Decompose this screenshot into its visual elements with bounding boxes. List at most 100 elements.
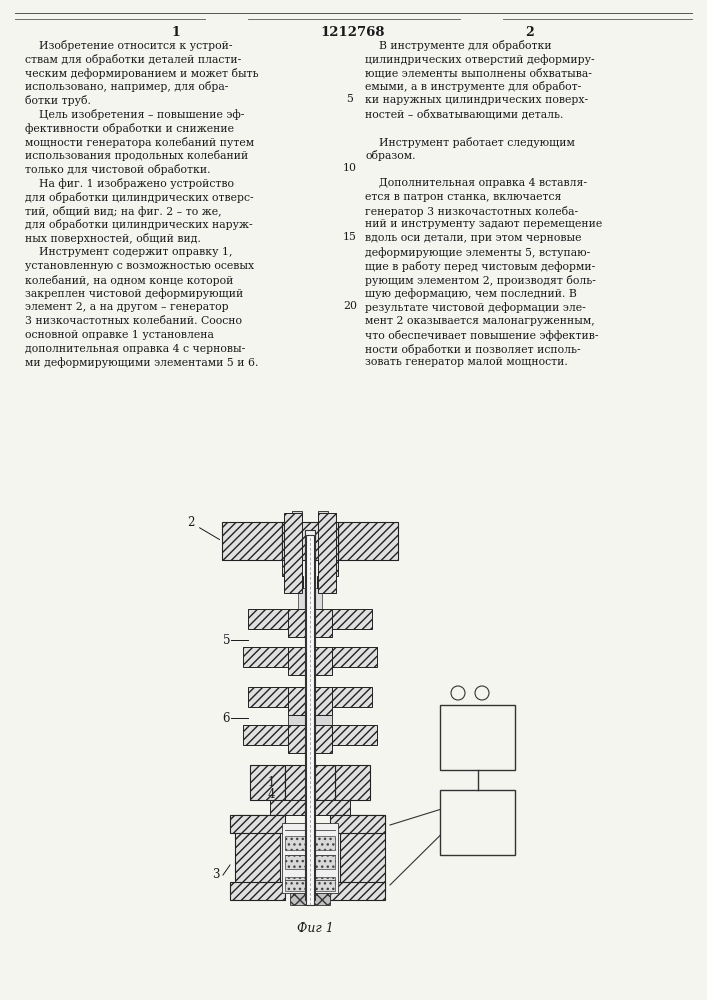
Text: что обеспечивает повышение эффектив-: что обеспечивает повышение эффектив- [365,330,599,341]
Text: Инструмент работает следующим: Инструмент работает следующим [365,137,575,148]
Bar [306,535,314,905]
Bar [290,893,330,905]
Bar [440,705,515,770]
Text: вдоль оси детали, при этом черновые: вдоль оси детали, при этом черновые [365,233,581,243]
Text: образом.: образом. [365,150,416,161]
Text: результате чистовой деформации эле-: результате чистовой деформации эле- [365,302,586,313]
Text: ющие элементы выполнены обхватыва-: ющие элементы выполнены обхватыва- [365,68,592,78]
Text: ности обработки и позволяет исполь-: ности обработки и позволяет исполь- [365,344,580,355]
Text: ствам для обработки деталей пласти-: ствам для обработки деталей пласти- [25,54,241,65]
Bar [288,715,332,725]
Text: для обработки цилиндрических наруж-: для обработки цилиндрических наруж- [25,219,252,230]
Text: деформирующие элементы 5, вступаю-: деформирующие элементы 5, вступаю- [365,247,590,258]
Bar [270,800,350,815]
Text: использовано, например, для обра-: использовано, например, для обра- [25,81,228,92]
Text: рующим элементом 2, производят боль-: рующим элементом 2, производят боль- [365,275,596,286]
Text: На фиг. 1 изображено устройство: На фиг. 1 изображено устройство [25,178,234,189]
Bar [330,882,385,900]
Text: зовать генератор малой мощности.: зовать генератор малой мощности. [365,357,568,367]
Text: щие в работу перед чистовым деформи-: щие в работу перед чистовым деформи- [365,261,595,272]
Text: Цель изобретения – повышение эф-: Цель изобретения – повышение эф- [25,109,245,120]
Bar [235,815,280,890]
Text: ностей – обхватывающими деталь.: ностей – обхватывающими деталь. [365,109,563,120]
Text: 2: 2 [525,26,534,39]
Bar [243,647,288,667]
Text: В инструменте для обработки: В инструменте для обработки [365,40,551,51]
Text: мент 2 оказывается малонагруженным,: мент 2 оказывается малонагруженным, [365,316,595,326]
Bar [318,560,338,576]
Text: 15: 15 [343,232,357,242]
Text: 4: 4 [267,788,275,802]
Bar [317,576,331,588]
Bar [230,815,285,833]
Bar [285,765,335,800]
Bar [222,522,282,560]
Bar [289,576,303,588]
Bar [332,725,377,745]
Bar [330,815,385,833]
Text: для обработки цилиндрических отверс-: для обработки цилиндрических отверс- [25,192,254,203]
Bar [318,511,328,588]
Text: Фиг 1: Фиг 1 [297,922,334,935]
Text: колебаний, на одном конце которой: колебаний, на одном конце которой [25,275,233,286]
Text: закреплен чистовой деформирующий: закреплен чистовой деформирующий [25,288,243,299]
Bar [335,765,370,800]
Bar [298,588,322,609]
Text: 6: 6 [223,712,230,724]
Text: элемент 2, а на другом – генератор: элемент 2, а на другом – генератор [25,302,228,312]
Bar [338,522,398,560]
Bar [243,725,288,745]
Text: ний и инструменту задают перемещение: ний и инструменту задают перемещение [365,219,602,229]
Bar [332,647,377,667]
Text: ческим деформированием и может быть: ческим деформированием и может быть [25,68,259,79]
Bar [288,687,332,715]
Bar [332,687,372,707]
Text: основной оправке 1 установлена: основной оправке 1 установлена [25,330,214,340]
Bar [332,609,372,629]
Text: использования продольных колебаний: использования продольных колебаний [25,150,248,161]
Text: только для чистовой обработки.: только для чистовой обработки. [25,164,211,175]
Text: 3: 3 [213,868,220,882]
Bar [292,511,302,588]
Text: ки наружных цилиндрических поверх-: ки наружных цилиндрических поверх- [365,95,588,105]
Text: 2: 2 [187,516,220,540]
Text: ми деформирующими элементами 5 и 6.: ми деформирующими элементами 5 и 6. [25,357,258,368]
Bar [318,513,336,593]
Bar [230,882,285,900]
Text: 5: 5 [223,634,230,647]
Text: ных поверхностей, общий вид.: ных поверхностей, общий вид. [25,233,201,244]
Text: 1: 1 [172,26,180,39]
Bar [282,560,302,576]
Text: дополнительная оправка 4 с черновы-: дополнительная оправка 4 с черновы- [25,344,245,354]
Text: ется в патрон станка, включается: ется в патрон станка, включается [365,192,561,202]
Bar [288,609,332,637]
Bar [285,877,335,891]
Text: 1212768: 1212768 [321,26,385,39]
Text: Изобретение относится к устрой-: Изобретение относится к устрой- [25,40,233,51]
Bar [248,687,288,707]
Bar [440,790,515,855]
Bar [288,725,332,753]
Text: 10: 10 [343,163,357,173]
Text: цилиндрических отверстий деформиру-: цилиндрических отверстий деформиру- [365,54,595,65]
Text: тий, общий вид; на фиг. 2 – то же,: тий, общий вид; на фиг. 2 – то же, [25,206,221,217]
Text: Дополнительная оправка 4 вставля-: Дополнительная оправка 4 вставля- [365,178,587,188]
Text: емыми, а в инструменте для обработ-: емыми, а в инструменте для обработ- [365,81,581,92]
Bar [285,855,335,869]
Text: фективности обработки и снижение: фективности обработки и снижение [25,123,234,134]
Bar [340,815,385,890]
Text: генератор 3 низкочастотных колеба-: генератор 3 низкочастотных колеба- [365,206,578,217]
Bar [282,823,338,893]
Text: 3 низкочастотных колебаний. Соосно: 3 низкочастотных колебаний. Соосно [25,316,242,326]
Bar [284,513,302,593]
Text: ботки труб.: ботки труб. [25,95,91,106]
Text: 1: 1 [268,776,275,788]
Bar [282,522,338,560]
Text: 5: 5 [346,94,354,104]
Bar [248,609,288,629]
Text: шую деформацию, чем последний. В: шую деформацию, чем последний. В [365,288,577,299]
Text: мощности генератора колебаний путем: мощности генератора колебаний путем [25,137,254,148]
Bar [250,765,285,800]
Bar [305,530,315,900]
Text: Инструмент содержит оправку 1,: Инструмент содержит оправку 1, [25,247,233,257]
